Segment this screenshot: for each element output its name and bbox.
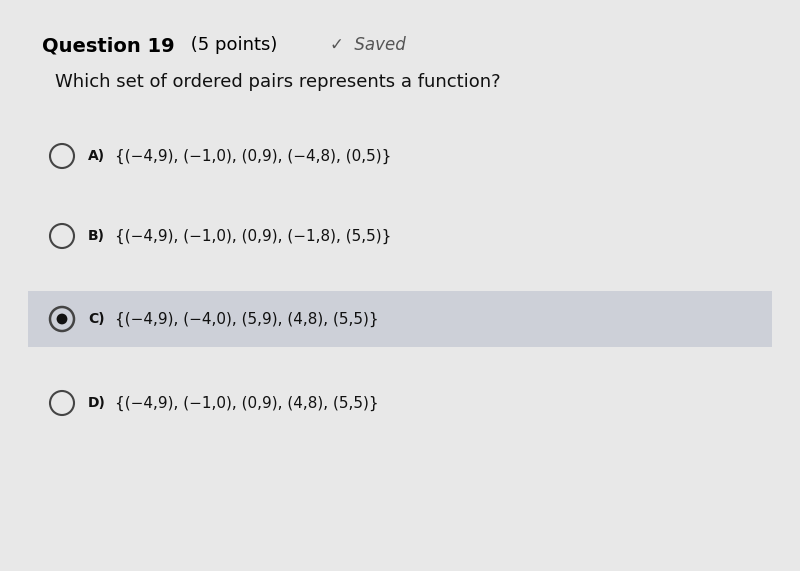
Text: ✓  Saved: ✓ Saved — [330, 36, 406, 54]
FancyBboxPatch shape — [28, 291, 772, 347]
Text: {(−4,9), (−1,0), (0,9), (−1,8), (5,5)}: {(−4,9), (−1,0), (0,9), (−1,8), (5,5)} — [115, 228, 391, 244]
Text: Which set of ordered pairs represents a function?: Which set of ordered pairs represents a … — [55, 73, 501, 91]
Text: (5 points): (5 points) — [185, 36, 278, 54]
Text: C): C) — [88, 312, 105, 326]
Text: A): A) — [88, 149, 105, 163]
Text: D): D) — [88, 396, 106, 410]
Text: Question 19: Question 19 — [42, 36, 174, 55]
Text: B): B) — [88, 229, 105, 243]
Text: {(−4,9), (−1,0), (0,9), (−4,8), (0,5)}: {(−4,9), (−1,0), (0,9), (−4,8), (0,5)} — [115, 148, 391, 164]
Text: {(−4,9), (−1,0), (0,9), (4,8), (5,5)}: {(−4,9), (−1,0), (0,9), (4,8), (5,5)} — [115, 395, 378, 411]
Text: {(−4,9), (−4,0), (5,9), (4,8), (5,5)}: {(−4,9), (−4,0), (5,9), (4,8), (5,5)} — [115, 311, 378, 327]
Circle shape — [57, 313, 67, 324]
